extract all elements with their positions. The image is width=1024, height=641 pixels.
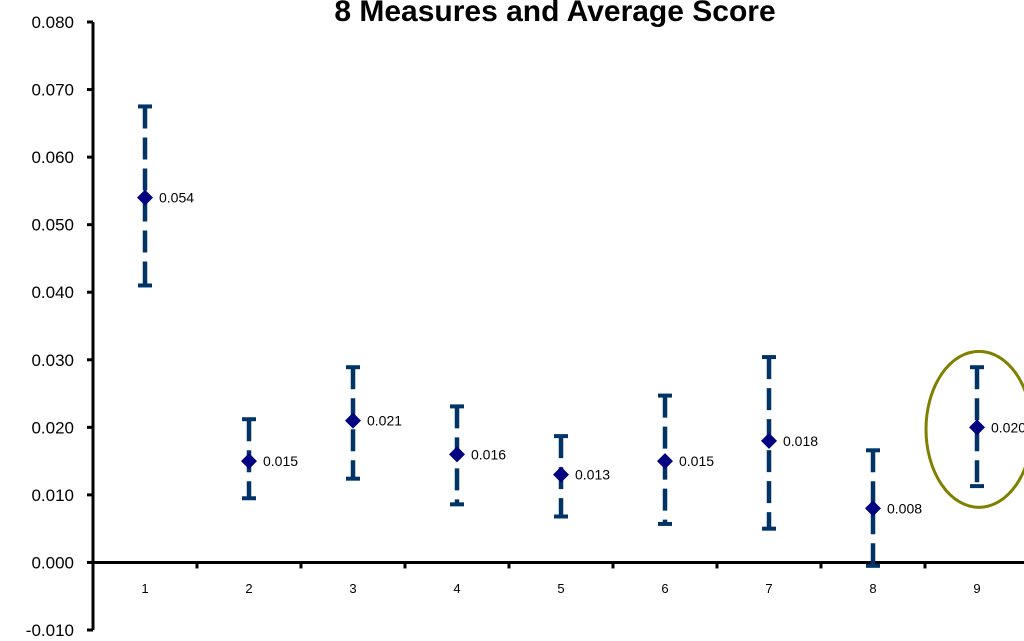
data-point-1 <box>137 189 153 206</box>
x-tick-label: 7 <box>765 581 772 596</box>
data-label-5: 0.013 <box>575 467 610 483</box>
data-label-6: 0.015 <box>679 453 714 469</box>
data-labels: 0.054 0.015 0.021 0.016 0.013 0.015 0.018 0.008… <box>159 190 1024 517</box>
y-tick-label: 0.060 <box>31 148 74 167</box>
data-point-8 <box>865 500 881 517</box>
y-tick-label: 0.070 <box>31 81 74 100</box>
y-tick-label: 0.040 <box>31 283 74 302</box>
data-point-9 <box>969 419 985 436</box>
x-tick-label: 9 <box>973 581 980 596</box>
data-point-4 <box>449 446 465 463</box>
data-point-5 <box>553 466 569 483</box>
y-tick-label: -0.010 <box>26 621 74 640</box>
x-axis-ticks: 1 2 3 4 5 6 7 8 9 <box>141 562 981 596</box>
y-tick-label: 0.050 <box>31 216 74 235</box>
y-tick-label: 0.010 <box>31 486 74 505</box>
y-axis-ticks: -0.010 0.000 0.010 0.020 0.030 0.040 0.050 0.06… <box>26 13 93 640</box>
axes <box>91 22 1024 630</box>
y-tick-label: 0.080 <box>31 13 74 32</box>
x-tick-label: 5 <box>557 581 564 596</box>
highlight-ellipse <box>924 349 1024 509</box>
y-tick-label: 0.030 <box>31 351 74 370</box>
chart-title: 8 Measures and Average Score <box>334 0 775 28</box>
x-tick-label: 1 <box>141 581 148 596</box>
data-point-2 <box>241 453 257 470</box>
data-label-9: 0.020 <box>991 419 1024 435</box>
data-label-1: 0.054 <box>159 190 194 206</box>
error-bars <box>138 104 984 568</box>
data-label-8: 0.008 <box>887 500 922 516</box>
data-label-2: 0.015 <box>263 453 298 469</box>
data-point-7 <box>761 432 777 449</box>
data-point-3 <box>345 412 361 429</box>
y-tick-label: 0.020 <box>31 418 74 437</box>
x-tick-label: 2 <box>245 581 252 596</box>
x-tick-label: 4 <box>453 581 460 596</box>
y-tick-label: 0.000 <box>31 553 74 572</box>
data-label-3: 0.021 <box>367 413 402 429</box>
x-tick-label: 8 <box>869 581 876 596</box>
data-label-7: 0.018 <box>783 433 818 449</box>
data-label-4: 0.016 <box>471 446 506 462</box>
x-tick-label: 6 <box>661 581 668 596</box>
highlight-layer <box>924 349 1024 509</box>
x-tick-label: 3 <box>349 581 356 596</box>
data-points <box>137 189 985 517</box>
data-point-6 <box>657 453 673 470</box>
